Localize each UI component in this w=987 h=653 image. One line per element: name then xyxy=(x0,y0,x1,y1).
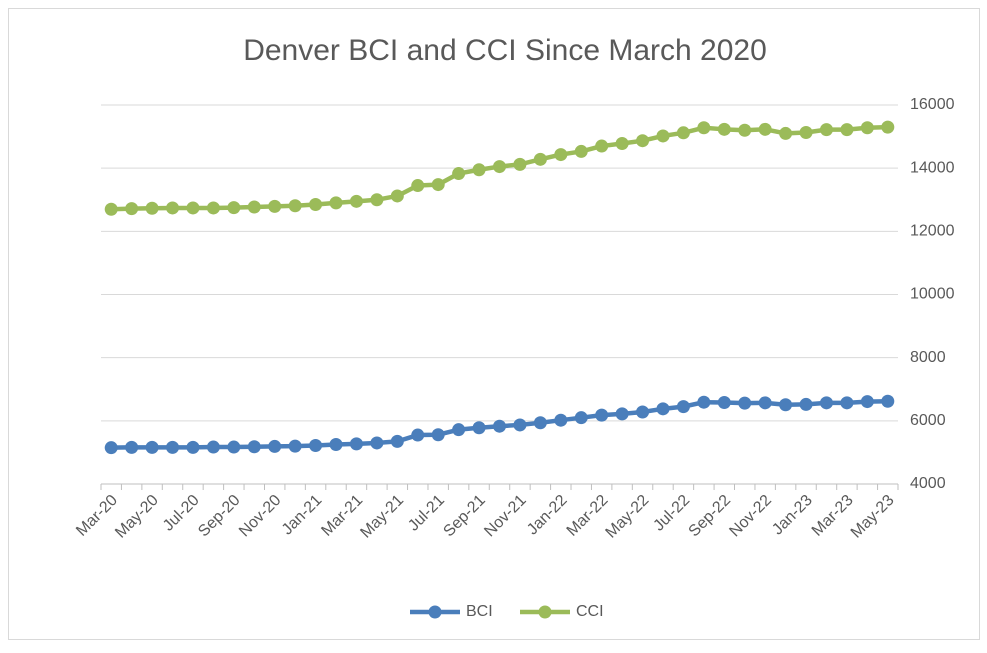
point xyxy=(799,397,813,411)
y-tick-label: 8000 xyxy=(910,349,946,366)
point xyxy=(881,394,895,408)
point xyxy=(166,440,180,454)
point xyxy=(493,160,506,174)
point xyxy=(860,121,874,135)
point xyxy=(145,440,159,454)
point xyxy=(513,157,527,171)
point xyxy=(431,178,445,192)
point xyxy=(717,396,731,410)
point xyxy=(819,123,833,137)
point xyxy=(779,398,793,412)
point xyxy=(390,434,404,448)
legend-marker xyxy=(538,605,552,619)
point xyxy=(533,152,547,166)
point xyxy=(452,167,466,181)
point xyxy=(840,396,854,410)
y-tick-label: 12000 xyxy=(910,223,955,240)
point xyxy=(125,202,139,216)
y-tick-label: 16000 xyxy=(910,96,955,113)
point xyxy=(656,129,670,143)
point xyxy=(636,134,650,148)
point xyxy=(615,137,629,151)
point xyxy=(840,123,854,137)
point xyxy=(493,419,506,433)
point xyxy=(615,407,629,421)
point xyxy=(697,121,711,135)
point xyxy=(676,400,690,414)
y-tick-label: 10000 xyxy=(910,286,955,303)
point xyxy=(431,428,445,442)
point xyxy=(309,197,323,211)
point xyxy=(411,428,425,442)
point xyxy=(227,201,241,215)
point xyxy=(329,438,343,452)
point xyxy=(717,122,731,136)
point xyxy=(758,122,772,136)
point xyxy=(595,139,609,153)
point xyxy=(206,440,220,454)
point xyxy=(227,440,241,454)
point xyxy=(533,416,547,430)
y-tick-label: 14000 xyxy=(910,159,955,176)
point xyxy=(636,405,650,419)
point xyxy=(656,402,670,416)
point xyxy=(206,201,220,215)
legend-label: CCI xyxy=(576,603,604,620)
point xyxy=(697,395,711,409)
point xyxy=(145,201,159,215)
point xyxy=(166,201,180,215)
point xyxy=(452,423,466,437)
point xyxy=(595,408,609,422)
point xyxy=(309,438,323,452)
point xyxy=(186,440,200,454)
point xyxy=(819,396,833,410)
point xyxy=(411,179,425,193)
point xyxy=(554,148,568,162)
point xyxy=(104,441,118,455)
point xyxy=(472,163,486,177)
point xyxy=(247,440,261,454)
y-tick-label: 6000 xyxy=(910,412,946,429)
point xyxy=(329,196,343,210)
point xyxy=(288,199,302,213)
point xyxy=(370,436,384,450)
point xyxy=(513,418,527,432)
legend-marker xyxy=(428,605,442,619)
point xyxy=(247,200,261,214)
point xyxy=(288,439,302,453)
chart-title: Denver BCI and CCI Since March 2020 xyxy=(243,34,767,67)
point xyxy=(738,396,752,410)
point xyxy=(554,413,568,427)
point xyxy=(349,194,363,208)
point xyxy=(738,123,752,137)
point xyxy=(268,199,282,213)
point xyxy=(799,125,813,139)
point xyxy=(881,120,895,134)
point xyxy=(676,126,690,140)
point xyxy=(472,421,486,435)
point xyxy=(860,395,874,409)
point xyxy=(104,202,118,216)
point xyxy=(186,201,200,215)
point xyxy=(390,189,404,203)
point xyxy=(758,396,772,410)
legend-label: BCI xyxy=(466,603,493,620)
chart-frame xyxy=(8,8,980,640)
point xyxy=(349,437,363,451)
point xyxy=(370,193,384,207)
point xyxy=(268,439,282,453)
point xyxy=(574,144,588,158)
y-tick-label: 4000 xyxy=(910,475,946,492)
point xyxy=(779,126,793,140)
point xyxy=(574,411,588,425)
point xyxy=(125,440,139,454)
